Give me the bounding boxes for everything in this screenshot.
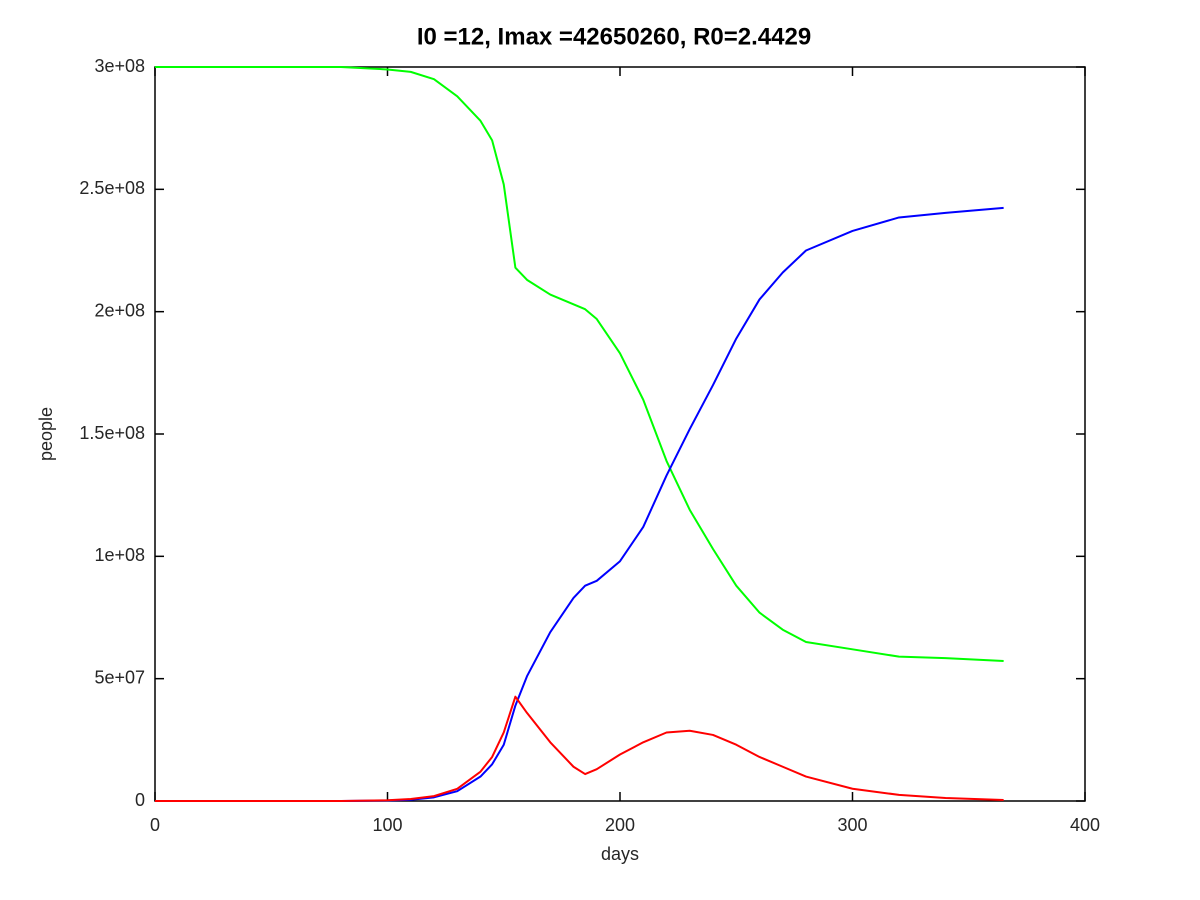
x-tick-label: 0 bbox=[150, 815, 160, 835]
x-tick-label: 400 bbox=[1070, 815, 1100, 835]
series-line bbox=[155, 695, 1004, 802]
y-tick-label: 2e+08 bbox=[94, 300, 145, 320]
plot-frame bbox=[154, 66, 1086, 802]
series-line bbox=[155, 66, 1004, 663]
x-axis-label: days bbox=[601, 844, 639, 864]
y-tick-label: 3e+08 bbox=[94, 56, 145, 76]
x-tick-label: 200 bbox=[605, 815, 635, 835]
y-tick-label: 1.5e+08 bbox=[79, 423, 145, 443]
chart-title: I0 =12, Imax =42650260, R0=2.4429 bbox=[417, 23, 811, 50]
y-tick-label: 2.5e+08 bbox=[79, 178, 145, 198]
x-tick-label: 100 bbox=[372, 815, 402, 835]
x-tick-label: 300 bbox=[837, 815, 867, 835]
y-axis-label: people bbox=[36, 407, 56, 461]
y-tick-label: 5e+07 bbox=[94, 667, 145, 687]
y-tick-label: 1e+08 bbox=[94, 545, 145, 565]
y-tick-label: 0 bbox=[135, 790, 145, 810]
